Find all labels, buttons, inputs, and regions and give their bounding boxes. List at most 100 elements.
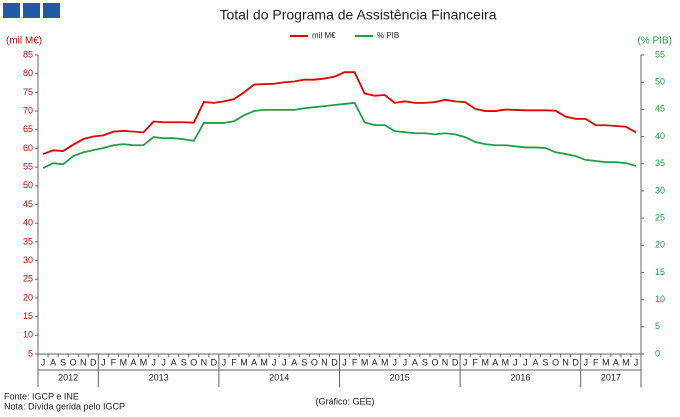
- year-label: 2015: [390, 372, 410, 382]
- y-tick-label: 50: [23, 180, 33, 190]
- x-tick-label: O: [70, 357, 77, 367]
- x-tick-label: D: [452, 357, 459, 367]
- y-tick-label: 70: [23, 105, 33, 115]
- year-label: 2016: [510, 372, 530, 382]
- x-tick-label: M: [361, 357, 369, 367]
- x-tick-label: N: [321, 357, 328, 367]
- y2-tick-label: 10: [655, 294, 665, 304]
- y2-tick-label: 40: [655, 131, 665, 141]
- x-tick-label: A: [171, 357, 177, 367]
- logo-block: [23, 3, 40, 18]
- note: Fonte: IGCP e INE: [4, 391, 79, 401]
- x-tick-label: J: [393, 357, 398, 367]
- x-tick-label: J: [101, 357, 106, 367]
- y-tick-label: 85: [23, 49, 33, 59]
- x-tick-label: N: [80, 357, 87, 367]
- x-tick-label: M: [602, 357, 610, 367]
- x-tick-label: S: [422, 357, 428, 367]
- x-tick-label: D: [572, 357, 579, 367]
- x-tick-label: S: [301, 357, 307, 367]
- x-tick-label: A: [613, 357, 619, 367]
- chart-title: Total do Programa de Assistência Finance…: [219, 7, 496, 23]
- x-tick-label: J: [222, 357, 227, 367]
- x-tick-label: M: [120, 357, 128, 367]
- x-tick-label: J: [342, 357, 347, 367]
- y-tick-label: 60: [23, 143, 33, 153]
- x-tick-label: M: [240, 357, 248, 367]
- x-tick-label: J: [513, 357, 518, 367]
- x-tick-label: F: [352, 357, 358, 367]
- y-tick-label: 5: [28, 348, 33, 358]
- x-tick-label: M: [140, 357, 148, 367]
- x-tick-label: J: [403, 357, 408, 367]
- x-tick-label: A: [412, 357, 418, 367]
- x-tick-label: O: [431, 357, 438, 367]
- y2-tick-label: 30: [655, 185, 665, 195]
- x-tick-label: J: [161, 357, 166, 367]
- year-label: 2013: [149, 372, 169, 382]
- y-axis-label: (mil M€): [6, 36, 42, 47]
- y-tick-label: 65: [23, 124, 33, 134]
- x-tick-label: S: [181, 357, 187, 367]
- series-line: [42, 71, 637, 155]
- series-line: [42, 101, 637, 169]
- x-tick-label: F: [231, 357, 237, 367]
- y-tick-label: 10: [23, 330, 33, 340]
- y2-tick-label: 25: [655, 212, 665, 222]
- x-tick-label: A: [130, 357, 136, 367]
- x-tick-label: S: [543, 357, 549, 367]
- y-tick-label: 80: [23, 68, 33, 78]
- x-tick-label: A: [532, 357, 538, 367]
- x-tick-label: S: [60, 357, 66, 367]
- x-tick-label: A: [251, 357, 257, 367]
- y2-axis-label: (% PIB): [638, 36, 672, 47]
- credit: (Gráfico: GEE): [315, 396, 374, 406]
- x-tick-label: A: [372, 357, 378, 367]
- y2-tick-label: 55: [655, 49, 665, 59]
- y-tick-label: 30: [23, 255, 33, 265]
- x-tick-label: M: [381, 357, 389, 367]
- y2-tick-label: 45: [655, 104, 665, 114]
- y-tick-label: 15: [23, 311, 33, 321]
- x-tick-label: O: [190, 357, 197, 367]
- note: Nota: Dívida gerida pelo IGCP: [4, 401, 125, 411]
- x-tick-label: A: [291, 357, 297, 367]
- y2-tick-label: 35: [655, 158, 665, 168]
- x-tick-label: O: [311, 357, 318, 367]
- x-tick-label: F: [472, 357, 478, 367]
- x-tick-label: F: [593, 357, 599, 367]
- x-tick-label: F: [111, 357, 117, 367]
- x-tick-label: J: [523, 357, 528, 367]
- x-tick-label: D: [211, 357, 218, 367]
- y2-tick-label: 50: [655, 77, 665, 87]
- x-tick-label: J: [583, 357, 588, 367]
- x-tick-label: J: [282, 357, 287, 367]
- x-tick-label: D: [90, 357, 97, 367]
- legend-label: mil M€: [312, 31, 336, 40]
- legend-label: % PIB: [377, 31, 399, 40]
- x-tick-label: J: [272, 357, 277, 367]
- x-tick-label: A: [50, 357, 56, 367]
- logo-block: [43, 3, 60, 18]
- x-tick-label: M: [502, 357, 510, 367]
- y2-tick-label: 0: [655, 348, 660, 358]
- logo-block: [3, 3, 20, 18]
- y2-tick-label: 15: [655, 267, 665, 277]
- x-tick-label: M: [481, 357, 489, 367]
- x-tick-label: A: [492, 357, 498, 367]
- x-tick-label: N: [562, 357, 569, 367]
- x-tick-label: O: [552, 357, 559, 367]
- x-tick-label: J: [151, 357, 156, 367]
- x-tick-label: J: [41, 357, 46, 367]
- x-tick-label: J: [463, 357, 468, 367]
- y-tick-label: 45: [23, 199, 33, 209]
- year-label: 2014: [269, 372, 289, 382]
- y-tick-label: 55: [23, 162, 33, 172]
- y-tick-label: 75: [23, 87, 33, 97]
- year-label: 2012: [58, 372, 78, 382]
- x-tick-label: M: [622, 357, 630, 367]
- x-tick-label: M: [260, 357, 268, 367]
- y-tick-label: 25: [23, 274, 33, 284]
- x-tick-label: D: [331, 357, 338, 367]
